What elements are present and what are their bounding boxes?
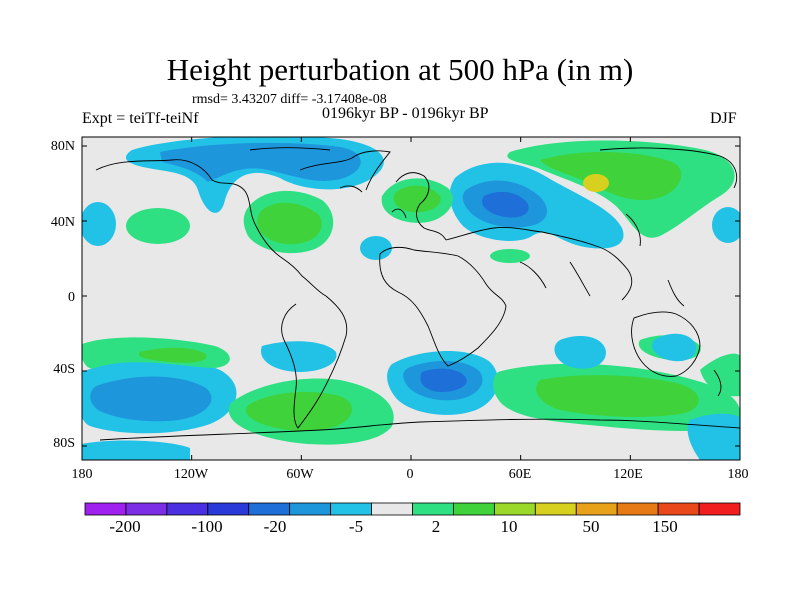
- colorbar-label: -100: [191, 517, 223, 536]
- negative-anomaly-south-africa: [387, 350, 499, 415]
- negative-anomaly-eurasia: [449, 162, 624, 249]
- lon-tick-120w: 120W: [173, 467, 209, 482]
- negative-anomaly-south-america: [260, 341, 337, 372]
- colorbar-swatch: [330, 502, 372, 516]
- lon-tick-180e: 180: [727, 467, 749, 482]
- colorbar-label: -20: [263, 517, 287, 536]
- colorbar-label: 10: [500, 517, 518, 536]
- colorbar-swatch: [616, 502, 659, 516]
- colorbar-swatch: [371, 502, 413, 516]
- positive-anomaly-north-america: [243, 190, 334, 254]
- lon-tick-60w: 60W: [286, 467, 314, 482]
- colorbar-swatch: [166, 502, 209, 516]
- colorbar-swatch: [84, 502, 127, 516]
- colorbar-swatch: [453, 502, 495, 516]
- colorbar-swatch: [125, 502, 168, 516]
- lat-tick-80s: 80S: [53, 436, 75, 451]
- positive-anomaly-siberia: [507, 140, 735, 238]
- colorbar-swatch: [698, 502, 741, 516]
- colorbar-swatch: [248, 502, 291, 516]
- lon-tick-180w: 180: [71, 467, 93, 482]
- colorbar-label: -5: [348, 517, 364, 536]
- positive-anomaly-npacific: [126, 208, 190, 244]
- colorbar-swatch: [534, 502, 577, 516]
- lat-tick-0: 0: [68, 290, 75, 305]
- axis-ticks: [81, 137, 741, 460]
- negative-anomaly-antarctic: [82, 440, 190, 460]
- positive-anomaly-tasman: [700, 353, 740, 397]
- lat-tick-40s: 40S: [53, 362, 75, 377]
- coastlines: [95, 147, 740, 441]
- stats-text: rmsd= 3.43207 diff= -3.17408e-08: [192, 92, 387, 107]
- colorbar-swatch: [657, 502, 700, 516]
- season-label: DJF: [710, 110, 737, 127]
- colorbar-swatch: [289, 502, 332, 516]
- colorbar-swatch: [575, 502, 618, 516]
- plot-title: Height perturbation at 500 hPa (in m): [166, 52, 634, 87]
- colorbar-label: -200: [109, 517, 141, 536]
- lon-tick-60e: 60E: [508, 467, 532, 482]
- colorbar-label: 50: [582, 517, 600, 536]
- positive-anomaly-arabia: [490, 249, 530, 263]
- negative-anomaly-npacific-east: [712, 207, 740, 243]
- positive-anomaly-south-pacific: [82, 337, 230, 369]
- lon-tick-120e: 120E: [613, 467, 643, 482]
- negative-anomaly-south-pacific: [82, 358, 237, 434]
- colorbar-swatch: [207, 502, 250, 516]
- negative-anomaly-atlantic: [360, 236, 392, 260]
- colorbar-swatch: [493, 502, 536, 516]
- negative-anomaly-indian-ocean: [554, 336, 606, 369]
- colorbar-swatch: [412, 502, 454, 516]
- positive-anomaly-europe: [381, 178, 453, 223]
- negative-anomaly-dateline: [82, 202, 116, 246]
- colorbar-label: 2: [431, 517, 441, 536]
- experiment-label: Expt = teiTf-teiNf: [82, 110, 199, 127]
- colorbar: [84, 502, 741, 516]
- negative-anomaly-arctic: [125, 137, 384, 213]
- lat-tick-40n: 40N: [50, 215, 75, 230]
- colorbar-label: 150: [652, 517, 678, 536]
- lat-tick-80n: 80N: [50, 139, 75, 154]
- period-label: 0196kyr BP - 0196kyr BP: [322, 105, 489, 122]
- positive-anomaly-southern-ocean: [493, 363, 740, 432]
- contour-fields: [82, 137, 740, 460]
- lon-tick-0: 0: [406, 467, 414, 482]
- negative-anomaly-australia: [651, 333, 697, 362]
